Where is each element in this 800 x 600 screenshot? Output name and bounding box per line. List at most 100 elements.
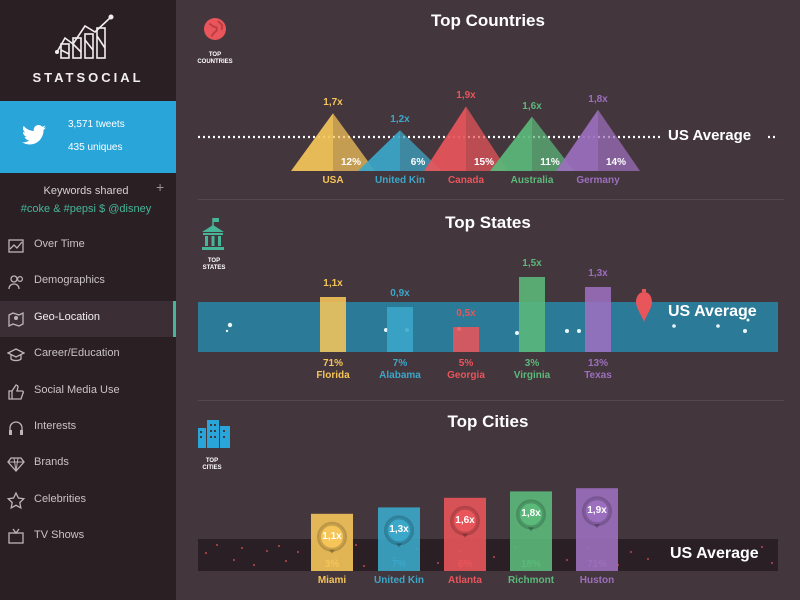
sidebar-item-label: Geo-Location — [34, 310, 101, 323]
logo[interactable]: STATSOCIAL — [0, 0, 176, 100]
twitter-summary[interactable]: 3,571 tweets 435 uniques — [0, 101, 176, 173]
country-percent: 12% — [340, 157, 361, 168]
band-dot — [565, 329, 569, 333]
state-name: Georgia — [447, 370, 485, 381]
triangle-left — [490, 116, 532, 171]
sidebar-item-career-education[interactable]: Career/Education — [0, 337, 176, 373]
keywords-panel: + Keywords shared #coke & #pepsi $ @disn… — [0, 176, 176, 226]
country-percent: 15% — [473, 157, 494, 168]
sidebar-item-over-time[interactable]: Over Time — [0, 228, 176, 264]
sidebar-item-brands[interactable]: Brands — [0, 446, 176, 482]
band-sparkle — [241, 547, 243, 549]
state-name: Florida — [316, 370, 350, 381]
sidebar-item-interests[interactable]: Interests — [0, 410, 176, 446]
city-name: Richmont — [507, 575, 555, 586]
sidebar-item-label: TV Shows — [34, 529, 85, 542]
divider — [198, 400, 784, 401]
city-badge — [450, 505, 480, 536]
sidebar-item-label: Brands — [34, 456, 69, 469]
sidebar-item-tv-shows[interactable]: TV Shows — [0, 519, 176, 555]
us-average-band — [198, 539, 778, 571]
state-bar — [453, 327, 479, 352]
add-keyword-icon[interactable]: + — [156, 179, 165, 195]
main-content: Top Countries TOP COUNTRIES 1,7x 12% USA 1,2x 6… — [176, 0, 800, 600]
country-name: Canada — [447, 175, 485, 186]
state-percent: 3% — [524, 358, 540, 369]
band-sparkle — [493, 556, 495, 558]
city-multiplier: 1,1x — [322, 530, 342, 542]
band-sparkle — [297, 551, 299, 553]
unique-count: 435 uniques — [68, 142, 123, 153]
city-multiplier: 1,6x — [455, 514, 475, 526]
city-badge-pointer — [462, 533, 468, 538]
state-multiplier: 0,5x — [456, 308, 476, 319]
globe-icon — [203, 17, 227, 41]
band-sparkle — [566, 559, 568, 561]
state-multiplier: 1,1x — [323, 278, 343, 289]
city-badge — [516, 499, 546, 530]
thumbs-up-icon — [7, 383, 25, 401]
sidebar-item-social-media-use[interactable]: Social Media Use — [0, 374, 176, 410]
country-multiplier: 1,2x — [390, 114, 410, 126]
band-sparkle — [278, 545, 280, 547]
section-icon-label: TOP COUNTRIES — [197, 52, 233, 65]
country-name: United Kin — [375, 175, 425, 186]
band-sparkle — [205, 552, 207, 554]
band-dot — [672, 324, 676, 328]
section-icon-label: TOP STATES — [202, 258, 226, 271]
city-percent: 6% — [457, 559, 473, 570]
state-percent: 7% — [392, 358, 408, 369]
sidebar-item-geo-location[interactable]: Geo-Location — [0, 300, 176, 337]
city-name: United Kin — [374, 575, 424, 586]
city-badge-pointer — [528, 527, 534, 532]
country-percent: 6% — [410, 157, 426, 168]
country-name: USA — [322, 175, 344, 186]
triangle-left — [291, 113, 333, 171]
city-percent: 71% — [586, 559, 607, 570]
band-sparkle — [647, 558, 649, 560]
city-buildings-icon — [197, 418, 231, 448]
state-name: Texas — [584, 370, 612, 381]
triangle-right — [333, 113, 375, 171]
sidebar-item-label: Social Media Use — [34, 383, 120, 396]
country-multiplier: 1,8x — [588, 93, 608, 105]
tweet-count: 3,571 tweets — [68, 119, 125, 130]
tv-icon — [7, 528, 25, 546]
band-sparkle — [253, 564, 255, 566]
government-building-icon — [200, 216, 226, 252]
balloon-icon — [636, 289, 652, 322]
sidebar-item-demographics[interactable]: Demographics — [0, 264, 176, 300]
sidebar-item-celebrities[interactable]: Celebrities — [0, 483, 176, 519]
states-chart — [225, 277, 750, 352]
state-bar — [387, 307, 413, 352]
map-icon — [7, 310, 25, 328]
sidebar-item-label: Demographics — [34, 274, 105, 287]
band-sparkle — [216, 544, 218, 546]
country-multiplier: 1,6x — [522, 100, 542, 112]
country-triangle — [424, 106, 508, 171]
keywords-title: Keywords shared — [43, 185, 129, 197]
country-name: Australia — [510, 175, 554, 186]
band-sparkle — [285, 560, 287, 562]
us-average-label: US Average — [668, 303, 757, 320]
graduation-cap-icon — [6, 346, 26, 364]
band-dot — [225, 329, 229, 333]
city-percent: 7% — [391, 559, 407, 570]
state-bar — [585, 287, 611, 352]
city-name: Atlanta — [448, 575, 482, 586]
city-name: Miami — [317, 575, 347, 586]
states-title: Top States — [445, 213, 531, 232]
country-name: Germany — [576, 175, 620, 186]
band-sparkle — [437, 562, 439, 564]
city-name: Huston — [579, 575, 615, 586]
band-sparkle — [363, 565, 365, 567]
city-multiplier: 1,3x — [389, 524, 409, 536]
city-badge — [582, 496, 612, 527]
country-multiplier: 1,9x — [456, 90, 476, 102]
people-icon — [7, 273, 25, 291]
triangle-right — [466, 106, 508, 171]
band-sparkle — [630, 551, 632, 553]
city-badge-pointer — [329, 549, 335, 554]
headphones-icon — [7, 419, 25, 437]
sidebar-item-label: Interests — [34, 420, 77, 432]
